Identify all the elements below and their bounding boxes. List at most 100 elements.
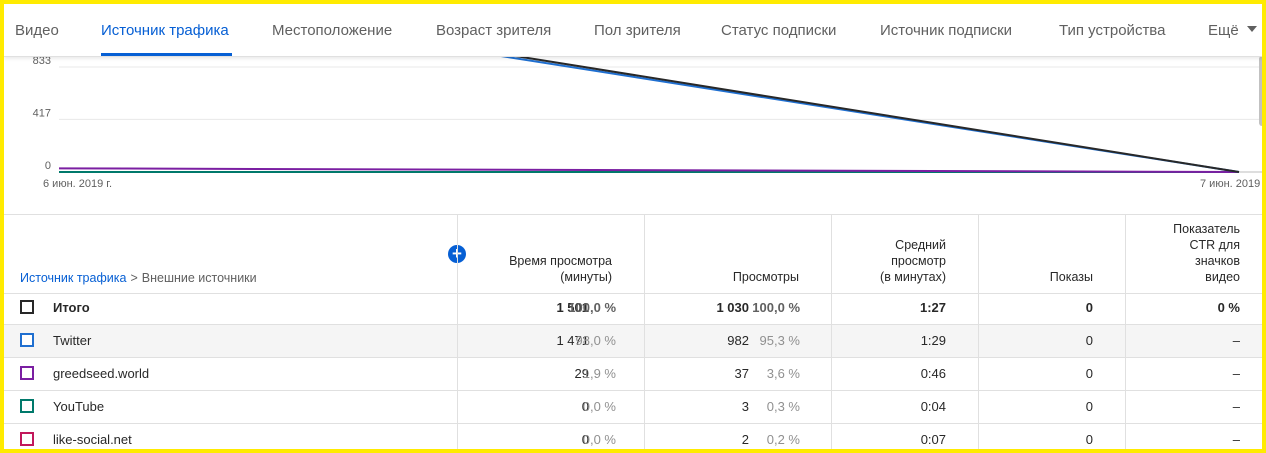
- watch-time-percent: 100,0 %: [568, 300, 616, 315]
- row-name: greedseed.world: [53, 366, 150, 381]
- views-value: 982: [727, 333, 749, 348]
- ctr-value: –: [1232, 333, 1240, 348]
- y-tick-label: 833: [33, 56, 51, 67]
- header-ctr-line1: Показатель: [1173, 222, 1240, 236]
- impressions-value: 0: [1085, 399, 1093, 414]
- header-avg-view[interactable]: Средний просмотр (в минутах): [880, 237, 946, 285]
- row-name: YouTube: [53, 399, 105, 414]
- y-tick-label: 0: [45, 160, 51, 172]
- header-views-line1: Просмотры: [732, 270, 799, 284]
- column-divider: [831, 214, 832, 449]
- header-impressions[interactable]: Показы: [1050, 269, 1093, 285]
- avg-view-value: 0:04: [920, 399, 946, 414]
- more-label: Ещё: [1208, 22, 1239, 39]
- column-divider: [457, 214, 458, 449]
- breadcrumb-link[interactable]: Источник трафика: [20, 271, 127, 285]
- impressions-value: 0: [1085, 300, 1093, 315]
- table-row[interactable]: like-social.net 0 0,0 % 2 0,2 % 0:07 0–: [4, 424, 1262, 449]
- header-ctr[interactable]: Показатель CTR для значков видео: [1173, 221, 1240, 285]
- header-ctr-line4: видео: [1205, 270, 1240, 284]
- watch-time-percent: 1,9 %: [582, 366, 616, 381]
- header-avg-view-line3: (в минутах): [880, 270, 946, 284]
- tab-traffic-source[interactable]: Источник трафика: [101, 22, 229, 39]
- row-checkbox[interactable]: [20, 333, 34, 347]
- active-tab-indicator: [101, 53, 232, 56]
- impressions-value: 0: [1085, 366, 1093, 381]
- row-checkbox[interactable]: [20, 300, 34, 314]
- ctr-value: 0 %: [1217, 300, 1240, 315]
- watch-time-value: 0: [581, 432, 589, 447]
- views-percent: 3,6 %: [766, 366, 800, 381]
- views-percent: 100,0 %: [752, 300, 800, 315]
- breadcrumb-current: Внешние источники: [141, 271, 257, 285]
- header-watch-time-line1: Время просмотра: [509, 254, 612, 268]
- table-header: Источник трафика>Внешние источники + Вре…: [4, 214, 1262, 294]
- views-value: 37: [734, 366, 749, 381]
- tab-viewer-age[interactable]: Возраст зрителя: [436, 22, 552, 39]
- header-avg-view-line2: просмотр: [891, 254, 946, 268]
- column-divider: [978, 214, 979, 449]
- row-name: Итого: [53, 300, 90, 315]
- header-ctr-line2: CTR для: [1189, 238, 1240, 252]
- breadcrumb: Источник трафика > Внешние источники: [20, 271, 257, 285]
- views-percent: 0,2 %: [766, 432, 800, 447]
- avg-view-value: 0:07: [920, 432, 946, 447]
- x-tick-label: 7 июн. 2019 г.: [1200, 178, 1266, 190]
- watch-time-value: 1 501: [556, 300, 589, 315]
- views-value: 3: [741, 399, 749, 414]
- views-value: 1 030: [716, 300, 749, 315]
- scrollbar[interactable]: [1259, 56, 1262, 126]
- row-checkbox[interactable]: [20, 432, 34, 446]
- series-line[interactable]: [58, 167, 1240, 173]
- row-name: like-social.net: [53, 432, 132, 447]
- tab-device-type[interactable]: Тип устройства: [1059, 22, 1166, 39]
- ctr-value: –: [1232, 399, 1240, 414]
- avg-view-value: 0:46: [920, 366, 946, 381]
- column-divider: [1125, 214, 1126, 449]
- watch-time-value: 1 471: [556, 333, 589, 348]
- table-row-total[interactable]: Итого 1 501 100,0 % 1 030 100,0 % 1:27 0 0 %: [4, 292, 1262, 325]
- table-row[interactable]: Twitter 1 471 98,0 % 982 95,3 % 1:29 0 –: [4, 325, 1262, 358]
- watch-time-value: 29: [574, 366, 589, 381]
- table-row[interactable]: greedseed.world 29 1,9 % 37 3,6 % 0:46 0 –: [4, 358, 1262, 391]
- column-divider: [644, 214, 645, 449]
- dimension-tabs: Видео Источник трафика Местоположение Во…: [4, 4, 1262, 57]
- tab-subscription-status[interactable]: Статус подписки: [721, 22, 837, 39]
- impressions-value: 0: [1085, 432, 1093, 447]
- header-views[interactable]: Просмотры: [733, 269, 799, 285]
- tab-subscription-source[interactable]: Источник подписки: [880, 22, 1013, 39]
- tab-viewer-gender[interactable]: Пол зрителя: [594, 22, 681, 39]
- series-line[interactable]: [59, 56, 1240, 173]
- header-watch-time-line2: (минуты): [560, 270, 612, 284]
- avg-view-value: 1:27: [919, 300, 946, 315]
- table-row[interactable]: YouTube 0 0,0 % 3 0,3 % 0:04 0–: [4, 391, 1262, 424]
- line-chart: 0 417 833 6 июн. 2019 г. 7 июн. 2019 г.: [4, 56, 1266, 196]
- row-name: Twitter: [53, 333, 92, 348]
- header-ctr-line3: значков: [1194, 254, 1240, 268]
- tab-location[interactable]: Местоположение: [272, 22, 393, 39]
- views-percent: 0,3 %: [766, 399, 800, 414]
- watch-time-percent: 0,0 %: [582, 399, 616, 414]
- impressions-value: 0: [1085, 333, 1093, 348]
- tab-video[interactable]: Видео: [15, 22, 59, 39]
- ctr-value: –: [1232, 432, 1240, 447]
- views-value: 2: [741, 432, 749, 447]
- x-tick-label: 6 июн. 2019 г.: [43, 178, 112, 190]
- header-impressions-line1: Показы: [1049, 270, 1093, 284]
- watch-time-percent: 98,0 %: [575, 333, 616, 348]
- breadcrumb-separator: >: [130, 271, 138, 285]
- watch-time-percent: 0,0 %: [582, 432, 616, 447]
- y-tick-label: 417: [33, 107, 51, 119]
- header-watch-time[interactable]: Время просмотра (минуты): [509, 253, 612, 285]
- header-avg-view-line1: Средний: [895, 238, 946, 252]
- row-checkbox[interactable]: [20, 366, 34, 380]
- series-line[interactable]: [59, 56, 1240, 173]
- watch-time-value: 0: [581, 399, 589, 414]
- dropdown-arrow-icon: [1246, 26, 1257, 33]
- views-percent: 95,3 %: [759, 333, 800, 348]
- more-tabs-button[interactable]: Ещё: [1208, 22, 1257, 39]
- row-checkbox[interactable]: [20, 399, 34, 413]
- avg-view-value: 1:29: [920, 333, 946, 348]
- chart-svg: 0 417 833 6 июн. 2019 г. 7 июн. 2019 г.: [33, 56, 1266, 190]
